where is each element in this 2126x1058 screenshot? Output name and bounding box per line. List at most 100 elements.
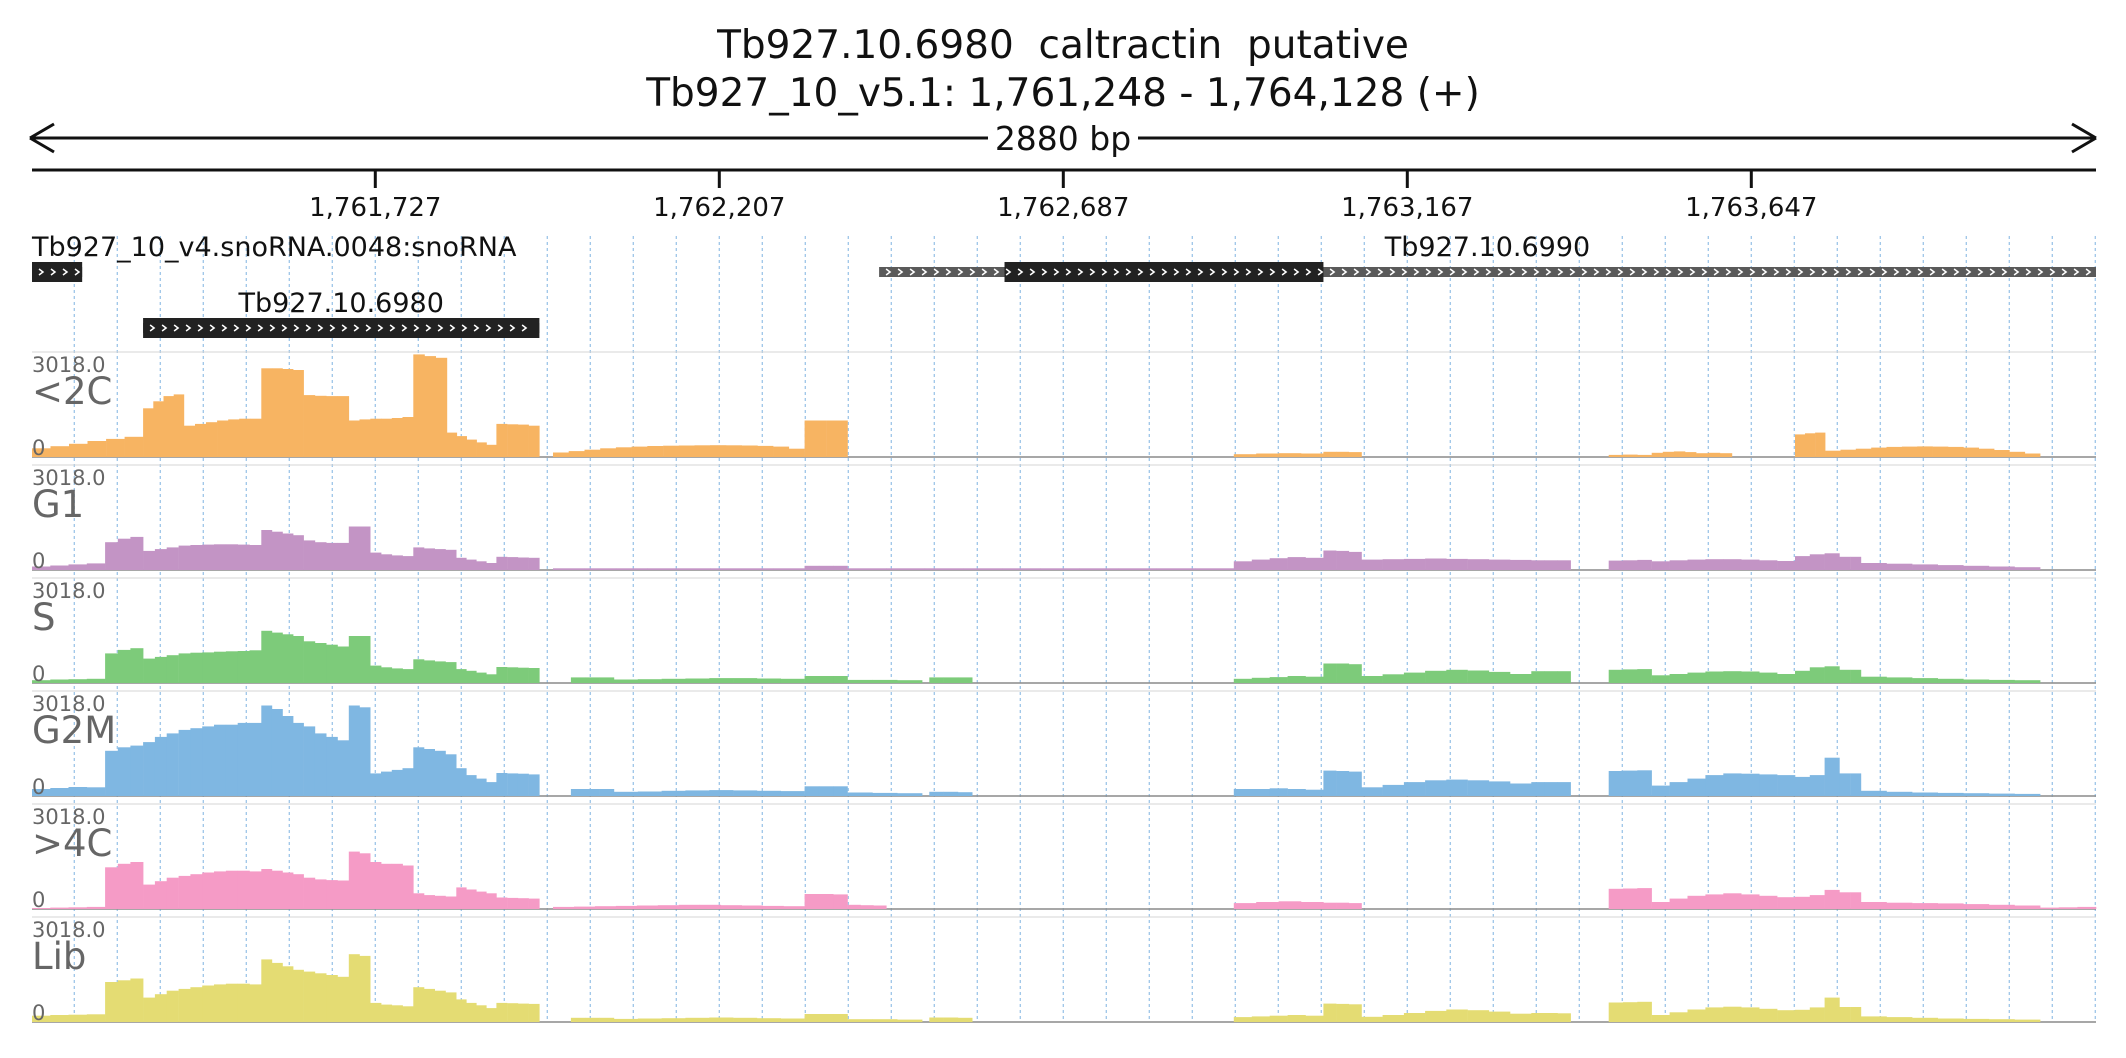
coverage-bar: [282, 966, 294, 1022]
coverage-bar: [303, 971, 316, 1022]
coverage-bar: [741, 445, 758, 457]
coverage-bar: [486, 674, 497, 683]
span-arrow-left-head: [29, 122, 55, 154]
coverage-bar: [163, 396, 174, 457]
coverage-bar: [214, 724, 227, 796]
coverage-bar: [1685, 452, 1697, 457]
coverage-bar: [69, 443, 88, 457]
coverage-bar: [456, 887, 467, 909]
track-name-label: <2C: [32, 370, 112, 413]
coverage-bar: [496, 423, 508, 457]
coverage-bar: [1156, 568, 1196, 570]
coverage-bar: [833, 1014, 848, 1022]
coverage-bar: [1988, 793, 2015, 796]
coverage-bar: [2014, 567, 2041, 570]
coverage-bar: [413, 747, 425, 796]
coverage-bar: [636, 905, 659, 909]
coverage-bar: [293, 969, 304, 1022]
coverage-bar: [570, 1017, 586, 1022]
coverage-bar: [1251, 677, 1270, 683]
coverage-bar: [647, 568, 679, 570]
coverage-bar: [105, 982, 119, 1022]
coverage-bar: [434, 750, 446, 796]
coverage-bar: [1467, 559, 1490, 570]
coverage-bar: [1637, 1001, 1652, 1022]
coverage-bar: [293, 535, 304, 570]
coverage-bar: [1886, 446, 1903, 457]
coverage-bar: [50, 907, 69, 909]
coverage-bar: [402, 768, 414, 796]
coverage-bar: [314, 395, 327, 457]
coverage-bar: [1488, 1011, 1511, 1022]
coverage-bar: [1403, 672, 1426, 683]
coverage-bar: [1937, 565, 1964, 570]
coverage-bar: [282, 716, 294, 796]
coverage-bar: [517, 424, 529, 457]
coverage-bar: [1557, 671, 1571, 683]
coverage-bar: [528, 774, 540, 796]
track-ymin-label: 0: [32, 1001, 45, 1025]
coverage-bar: [466, 775, 477, 796]
coverage-bar: [249, 545, 262, 570]
coverage-bar: [1759, 895, 1778, 909]
coverage-bar: [456, 999, 467, 1022]
coverage-bar: [293, 722, 304, 796]
coverage-bar: [1251, 1016, 1270, 1022]
coverage-bar: [1777, 897, 1796, 909]
coverage-bar: [710, 568, 742, 570]
coverage-bar: [1336, 1003, 1350, 1022]
coverage-bar: [476, 1005, 487, 1022]
coverage-bar: [1705, 894, 1724, 909]
coverage-bar: [1608, 669, 1624, 683]
coverage-bar: [1040, 568, 1080, 570]
coverage-bar: [1233, 1017, 1252, 1022]
coverage-bar: [496, 773, 508, 796]
coverage-bar: [1759, 1008, 1778, 1022]
coverage-bar: [402, 669, 414, 683]
coverage-bar: [413, 354, 425, 457]
coverage-bar: [1608, 888, 1624, 909]
coverage-bar: [847, 904, 861, 909]
coverage-bar: [348, 851, 360, 909]
coverage-bar: [833, 676, 848, 683]
coverage-bar: [1510, 559, 1532, 570]
coverage-bar: [818, 565, 834, 570]
coverage-bar: [1886, 902, 1913, 909]
coverage-bar: [1531, 560, 1545, 570]
coverage-bar: [1425, 780, 1447, 796]
track-2: 3018.0 0 S: [32, 577, 2096, 686]
coverage-bar: [585, 677, 600, 683]
coverage-bar: [359, 853, 371, 909]
coverage-bar: [214, 984, 227, 1022]
coverage-bar: [615, 905, 638, 909]
coverage-bar: [1937, 1018, 1964, 1022]
coverage-bar: [117, 747, 131, 796]
coverage-bar: [466, 439, 477, 457]
coverage-bar: [1705, 559, 1724, 570]
coverage-bar: [206, 422, 218, 457]
coverage-bar: [1687, 1009, 1706, 1022]
coverage-bar: [86, 1014, 106, 1022]
coverage-bar: [424, 356, 436, 457]
coverage-bar: [553, 452, 569, 457]
coverage-bar: [445, 754, 457, 796]
coverage-bar: [1963, 679, 1990, 683]
coverage-bar: [348, 636, 360, 683]
coverage-bar: [166, 990, 179, 1022]
coverage-bar: [271, 531, 283, 570]
coverage-bar: [1912, 903, 1938, 909]
coverage-bar: [50, 446, 70, 457]
coverage-bar: [87, 441, 107, 457]
coverage-bar: [166, 547, 179, 570]
coverage-bar: [1669, 1012, 1688, 1022]
coverage-bar: [1403, 1013, 1426, 1022]
coverage-bar: [202, 652, 215, 683]
coverage-bar: [1723, 773, 1742, 796]
coverage-bar: [943, 1017, 959, 1022]
coverage-bar: [32, 789, 51, 796]
coverage-bar: [314, 733, 327, 796]
track-name-label: G2M: [32, 709, 116, 752]
coverage-bar: [1488, 559, 1511, 570]
coverage-bar: [1323, 770, 1337, 796]
